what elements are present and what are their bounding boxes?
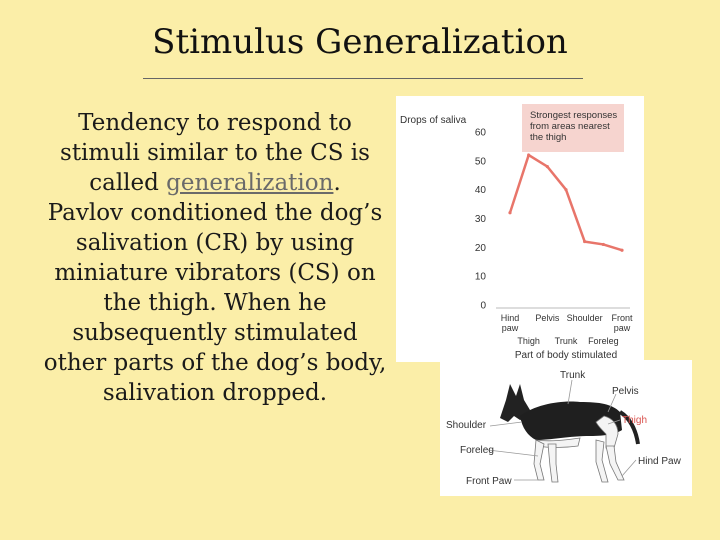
data-point xyxy=(508,211,512,215)
annotation-line-3: the thigh xyxy=(530,132,566,143)
y-tick-label: 60 xyxy=(475,128,487,139)
y-tick-label: 30 xyxy=(475,214,487,225)
x-axis-label: Part of body stimulated xyxy=(515,350,617,361)
dog-tail xyxy=(618,410,640,445)
dog-thigh xyxy=(595,415,619,449)
x-tick-label: Hind xyxy=(501,313,520,323)
label-hind-paw: Hind Paw xyxy=(638,456,682,467)
dog-illustration xyxy=(500,384,640,483)
annotation-box xyxy=(522,104,624,152)
definition-period: . xyxy=(333,170,341,196)
data-point xyxy=(601,242,605,247)
data-point xyxy=(564,188,568,192)
dog-head xyxy=(500,384,530,422)
y-tick-label: 40 xyxy=(475,185,487,196)
x-tick-label: Foreleg xyxy=(588,336,619,346)
x-tick-label: paw xyxy=(614,323,631,333)
dog-front-leg-1 xyxy=(533,439,545,481)
slide-title: Stimulus Generalization xyxy=(152,22,568,62)
data-point xyxy=(583,239,587,244)
body-text: Tendency to respond to stimuli similar t… xyxy=(40,108,390,408)
y-axis-label: Drops of saliva xyxy=(400,115,467,126)
label-leaders xyxy=(487,379,637,481)
chart-svg: Strongest responses from areas nearest t… xyxy=(400,104,633,361)
y-tick-label: 0 xyxy=(480,301,486,312)
data-point xyxy=(527,153,531,157)
label-front-paw: Front Paw xyxy=(466,476,512,487)
dog-hind-leg-2 xyxy=(595,439,609,483)
title-divider xyxy=(143,78,583,79)
y-tick-label: 10 xyxy=(475,272,487,283)
dog-belly xyxy=(535,437,581,448)
dog-front-leg-2 xyxy=(547,443,559,483)
dog-body-dark xyxy=(520,401,622,440)
data-point xyxy=(620,248,624,252)
label-shoulder: Shoulder xyxy=(446,420,487,431)
definition-text: Tendency to respond to stimuli similar t… xyxy=(60,110,370,196)
x-tick-label: Pelvis xyxy=(535,313,560,323)
annotation-line-2: from areas nearest xyxy=(530,121,610,132)
x-tick-label: paw xyxy=(502,323,519,333)
x-tick-label: Front xyxy=(611,313,633,323)
generalization-link[interactable]: generalization xyxy=(166,170,334,196)
dog-hind-leg-1 xyxy=(605,445,625,481)
y-tick-label: 20 xyxy=(475,243,487,254)
definition-paragraph: Tendency to respond to stimuli similar t… xyxy=(40,108,390,198)
x-tick-label: Trunk xyxy=(555,336,578,346)
dog-svg: Trunk Pelvis Thigh Shoulder Foreleg Hind… xyxy=(446,370,682,487)
x-tick-label: Thigh xyxy=(517,336,540,346)
saliva-series-line xyxy=(508,153,623,252)
data-point xyxy=(545,165,549,169)
annotation-line-1: Strongest responses xyxy=(530,110,617,121)
label-thigh: Thigh xyxy=(622,415,647,426)
dog-diagram: Trunk Pelvis Thigh Shoulder Foreleg Hind… xyxy=(440,360,692,496)
label-foreleg: Foreleg xyxy=(460,445,494,456)
label-trunk: Trunk xyxy=(560,370,586,381)
x-tick-label: Shoulder xyxy=(567,313,603,323)
pavlov-paragraph: Pavlov conditioned the dog’s salivation … xyxy=(43,200,387,406)
generalization-chart: Strongest responses from areas nearest t… xyxy=(396,96,644,362)
y-tick-label: 50 xyxy=(475,156,487,167)
label-pelvis: Pelvis xyxy=(612,386,639,397)
